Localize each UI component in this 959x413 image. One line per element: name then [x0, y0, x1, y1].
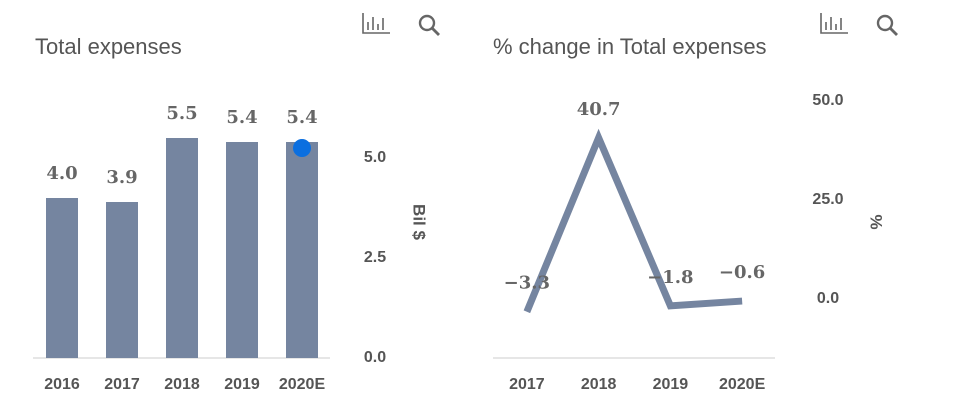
y-axis-label: % [867, 214, 886, 229]
x-tick-label: 2020E [279, 376, 326, 393]
chart-title: Total expenses [35, 34, 182, 59]
value-label: 5.5 [166, 103, 197, 124]
x-tick-label: 2019 [224, 376, 260, 393]
value-label: 40.7 [577, 99, 621, 120]
bar [286, 142, 318, 358]
value-label: 4.0 [46, 163, 77, 184]
value-label: 5.4 [286, 107, 317, 128]
x-tick-label: 2018 [164, 376, 200, 393]
bar [46, 198, 78, 358]
x-tick-label: 2016 [44, 376, 80, 393]
value-label: −0.6 [719, 262, 765, 283]
bar [106, 202, 138, 358]
y-tick-label: 0.0 [364, 349, 386, 366]
x-tick-label: 2018 [581, 376, 617, 393]
value-label: −3.3 [504, 273, 550, 294]
value-label: 3.9 [106, 167, 137, 188]
bar [166, 138, 198, 358]
y-tick-label: 2.5 [364, 249, 386, 266]
y-tick-label: 50.0 [812, 92, 843, 109]
x-tick-label: 2017 [104, 376, 140, 393]
y-tick-label: 5.0 [364, 149, 386, 166]
bar-icon[interactable] [820, 13, 848, 34]
bar-icon[interactable] [362, 13, 390, 34]
line [523, 128, 743, 314]
search-icon[interactable] [876, 14, 894, 32]
search-icon[interactable] [418, 14, 436, 32]
bar [226, 142, 258, 358]
y-tick-label: 0.0 [817, 290, 839, 307]
search-icon-handle[interactable] [889, 27, 898, 36]
chart-icon[interactable] [362, 13, 898, 36]
highlight-marker [293, 139, 311, 157]
x-tick-label: 2020E [719, 376, 766, 393]
x-tick-label: 2019 [653, 376, 689, 393]
chart-title: % change in Total expenses [493, 34, 767, 59]
search-icon-handle[interactable] [431, 27, 440, 36]
value-label: 5.4 [226, 107, 257, 128]
y-tick-label: 25.0 [812, 191, 843, 208]
y-axis-label: Bil $ [410, 204, 429, 240]
x-tick-label: 2017 [509, 376, 545, 393]
value-label: −1.8 [647, 267, 693, 288]
